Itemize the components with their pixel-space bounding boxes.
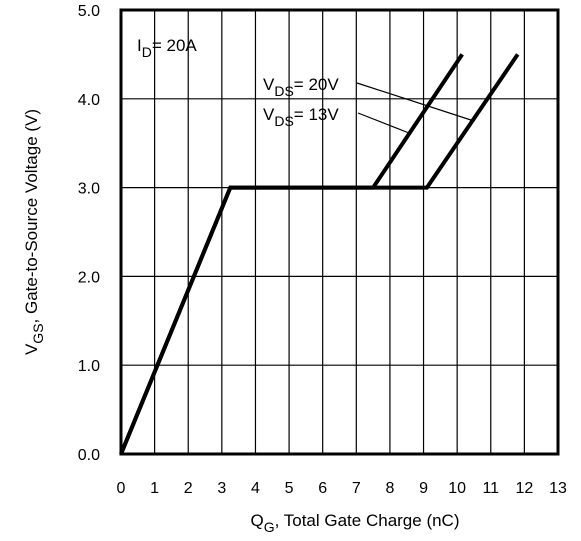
x-tick-label: 0 — [117, 480, 126, 497]
y-tick-labels: 0.0 1.0 2.0 3.0 4.0 5.0 — [78, 3, 100, 464]
x-tick-label: 6 — [318, 480, 327, 497]
y-tick-label: 1.0 — [78, 358, 100, 375]
series-label-vds-13v: VDS= 13V — [263, 105, 339, 129]
x-tick-label: 10 — [448, 480, 466, 497]
leader-line-20v — [356, 82, 475, 122]
x-tick-label: 1 — [150, 480, 159, 497]
y-axis-title: VGS, Gate-to-Source Voltage (V) — [22, 109, 46, 355]
leader-line-13v — [357, 112, 410, 134]
y-tick-label: 2.0 — [78, 269, 100, 286]
x-tick-label: 3 — [217, 480, 226, 497]
x-axis-title: QG, Total Gate Charge (nC) — [250, 511, 459, 535]
grid-lines — [120, 9, 559, 455]
x-tick-label: 4 — [251, 480, 260, 497]
x-tick-label: 11 — [482, 480, 499, 497]
condition-label: ID= 20A — [137, 36, 197, 60]
x-tick-label: 12 — [515, 480, 533, 497]
x-tick-label: 13 — [549, 480, 567, 497]
x-tick-labels: 0 1 2 3 4 5 6 7 8 9 10 11 12 13 — [117, 480, 567, 497]
x-tick-label: 9 — [419, 480, 428, 497]
y-tick-label: 5.0 — [78, 3, 100, 20]
x-tick-label: 5 — [285, 480, 294, 497]
series-line-vds-13v — [119, 53, 464, 455]
x-tick-label: 2 — [184, 480, 193, 497]
x-tick-label: 8 — [385, 480, 394, 497]
y-tick-label: 0.0 — [78, 447, 100, 464]
series-label-vds-20v: VDS= 20V — [263, 75, 339, 99]
y-tick-label: 3.0 — [78, 181, 100, 198]
x-tick-label: 7 — [352, 480, 361, 497]
plot-frame — [119, 8, 560, 456]
y-tick-label: 4.0 — [78, 92, 100, 109]
